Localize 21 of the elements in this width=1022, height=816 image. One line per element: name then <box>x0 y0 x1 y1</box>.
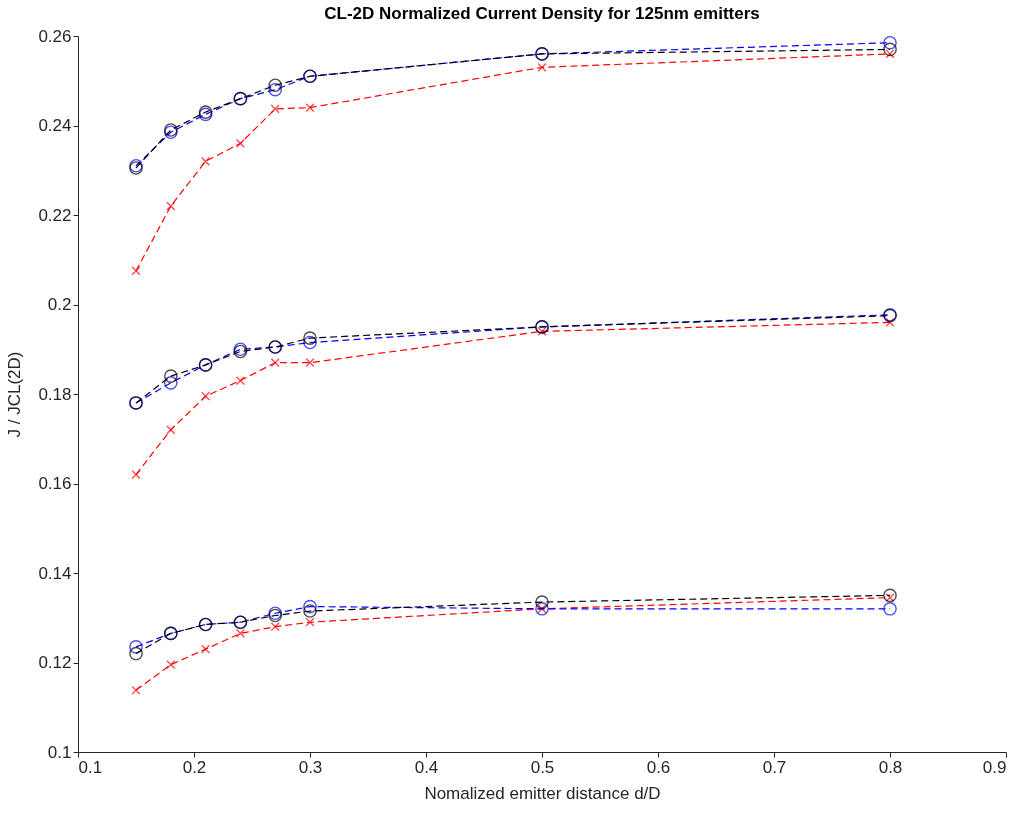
chart-title: CL-2D Normalized Current Density for 125nm emitters <box>324 4 760 23</box>
x-axis-title: Nomalized emitter distance d/D <box>424 783 661 803</box>
y-tick-label: 0.26 <box>38 26 72 46</box>
y-tick-label: 0.24 <box>38 116 72 135</box>
y-tick-label: 0.18 <box>38 384 72 404</box>
x-tick-label: 0.3 <box>298 757 323 777</box>
y-tick-label: 0.12 <box>38 653 72 672</box>
y-axis-title: J / JCL(2D) <box>5 351 25 438</box>
y-tick-label: 0.16 <box>38 474 72 493</box>
y-tick-label: 0.22 <box>38 205 72 225</box>
y-tick-label: 0.1 <box>47 742 72 762</box>
x-tick-label: 0.5 <box>530 757 555 777</box>
x-tick-label: 0.8 <box>878 757 903 777</box>
x-tick-label: 0.6 <box>646 757 671 777</box>
x-tick-label: 0.7 <box>762 757 787 777</box>
x-tick-label: 0.9 <box>982 757 1007 777</box>
y-tick-label: 0.14 <box>38 563 72 583</box>
x-tick-label: 0.4 <box>414 757 439 777</box>
y-tick-label: 0.2 <box>47 295 72 314</box>
x-tick-label: 0.2 <box>182 757 207 777</box>
x-tick-label: 0.1 <box>78 757 103 777</box>
